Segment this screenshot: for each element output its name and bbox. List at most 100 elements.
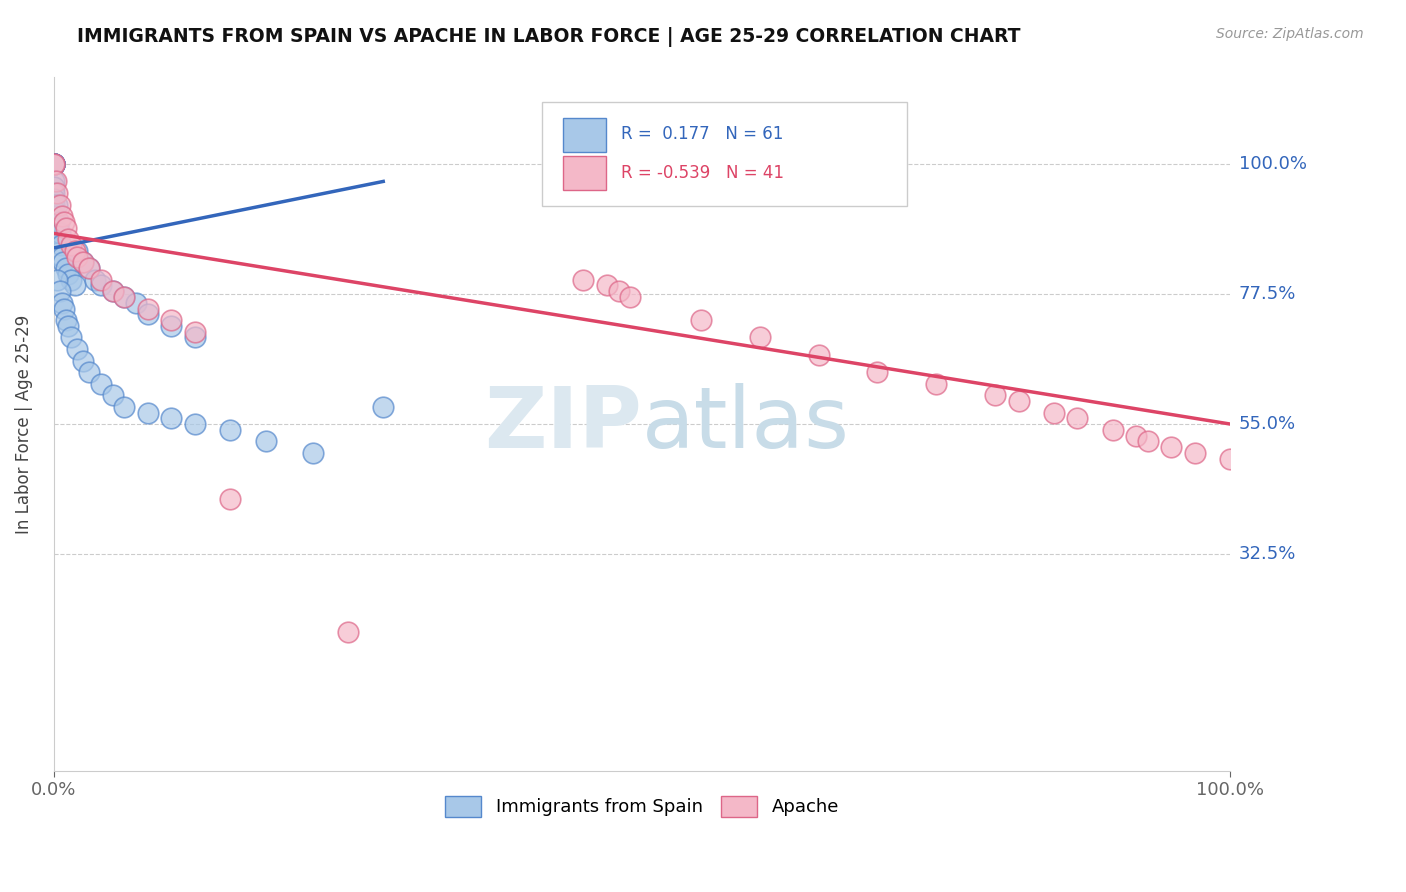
Point <box>77 365 100 379</box>
Point <box>51 250 73 264</box>
Point <box>72 255 94 269</box>
Point <box>46 197 69 211</box>
Point <box>301 446 323 460</box>
Point <box>49 238 72 252</box>
Point <box>42 157 65 171</box>
Point <box>42 157 65 171</box>
Point <box>136 301 159 316</box>
FancyBboxPatch shape <box>564 118 606 152</box>
Point <box>53 301 76 316</box>
Point <box>42 209 65 223</box>
Point <box>619 290 641 304</box>
Point <box>48 227 70 241</box>
Point <box>219 492 242 507</box>
Point <box>42 157 65 171</box>
FancyBboxPatch shape <box>564 156 606 190</box>
Point <box>90 272 112 286</box>
Point <box>55 313 77 327</box>
Point <box>42 157 65 171</box>
Point <box>748 330 770 344</box>
Point <box>66 244 89 258</box>
Point <box>56 318 79 333</box>
Text: IMMIGRANTS FROM SPAIN VS APACHE IN LABOR FORCE | AGE 25-29 CORRELATION CHART: IMMIGRANTS FROM SPAIN VS APACHE IN LABOR… <box>77 27 1021 46</box>
Point <box>48 215 70 229</box>
Point <box>807 348 830 362</box>
Point <box>1219 451 1241 466</box>
Point <box>925 376 948 391</box>
Point <box>42 157 65 171</box>
Point <box>56 267 79 281</box>
Point <box>42 157 65 171</box>
Point <box>52 255 75 269</box>
Point <box>48 284 70 298</box>
Point <box>77 261 100 276</box>
Point <box>42 220 65 235</box>
Point <box>66 250 89 264</box>
Point <box>184 325 207 339</box>
Point <box>60 330 83 344</box>
Point <box>42 157 65 171</box>
Text: atlas: atlas <box>643 383 851 466</box>
Point <box>42 157 65 171</box>
Text: R =  0.177   N = 61: R = 0.177 N = 61 <box>621 125 783 144</box>
Point <box>72 353 94 368</box>
Point <box>112 400 135 414</box>
Point <box>42 157 65 171</box>
Point <box>77 261 100 276</box>
Point <box>90 278 112 293</box>
Point <box>42 203 65 218</box>
Point <box>42 197 65 211</box>
Point <box>984 388 1007 402</box>
Point <box>1043 405 1066 419</box>
Text: 100.0%: 100.0% <box>1239 155 1306 173</box>
Point <box>184 330 207 344</box>
Point <box>46 272 69 286</box>
Point <box>572 272 595 286</box>
Point <box>1184 446 1206 460</box>
Point <box>254 434 277 449</box>
Point <box>53 215 76 229</box>
Point <box>1101 423 1123 437</box>
Point <box>112 290 135 304</box>
Point <box>1160 440 1182 454</box>
Point <box>101 284 124 298</box>
Point <box>690 313 713 327</box>
Text: ZIP: ZIP <box>484 383 643 466</box>
Point <box>42 227 65 241</box>
Y-axis label: In Labor Force | Age 25-29: In Labor Force | Age 25-29 <box>15 315 32 533</box>
FancyBboxPatch shape <box>543 102 907 206</box>
Point <box>160 313 183 327</box>
Point <box>46 186 69 200</box>
Point <box>60 238 83 252</box>
Point <box>596 278 619 293</box>
Text: Source: ZipAtlas.com: Source: ZipAtlas.com <box>1216 27 1364 41</box>
Point <box>136 307 159 321</box>
Point <box>336 625 359 640</box>
Point <box>55 220 77 235</box>
Text: 77.5%: 77.5% <box>1239 285 1296 303</box>
Point <box>42 157 65 171</box>
Point <box>48 197 70 211</box>
Point <box>60 272 83 286</box>
Point <box>42 186 65 200</box>
Point <box>373 400 395 414</box>
Point <box>866 365 889 379</box>
Point <box>607 284 630 298</box>
Point <box>72 255 94 269</box>
Text: 55.0%: 55.0% <box>1239 415 1296 434</box>
Point <box>66 342 89 356</box>
Point <box>84 272 107 286</box>
Legend: Immigrants from Spain, Apache: Immigrants from Spain, Apache <box>439 789 846 824</box>
Text: R = -0.539   N = 41: R = -0.539 N = 41 <box>621 164 785 182</box>
Point <box>101 284 124 298</box>
Point <box>42 180 65 194</box>
Point <box>112 290 135 304</box>
Point <box>184 417 207 431</box>
Point <box>51 295 73 310</box>
Point <box>125 295 148 310</box>
Point <box>42 157 65 171</box>
Point <box>1125 428 1147 442</box>
Point <box>63 244 86 258</box>
Point <box>160 318 183 333</box>
Point <box>101 388 124 402</box>
